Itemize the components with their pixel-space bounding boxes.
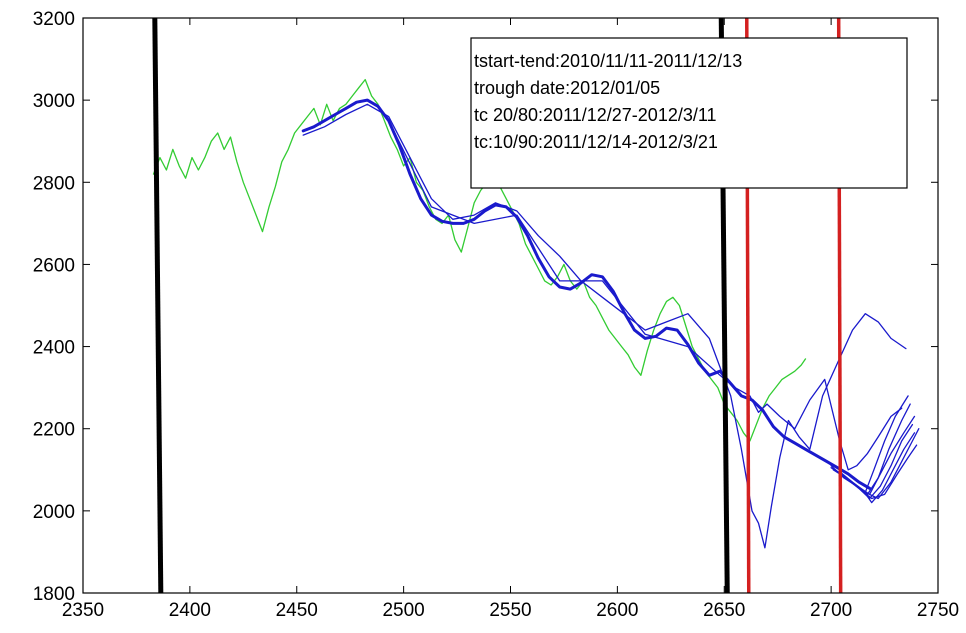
x-tick-label: 2400 xyxy=(169,600,211,621)
x-tick-label: 2500 xyxy=(382,600,424,621)
annotation-line-3: tc 20/80:2011/12/27-2012/3/11 xyxy=(474,105,717,125)
x-tick-label: 2750 xyxy=(917,600,959,621)
y-tick-label: 2800 xyxy=(33,173,75,194)
y-tick-label: 2000 xyxy=(33,502,75,523)
x-tick-label: 2600 xyxy=(596,600,638,621)
annotation-box: tstart-tend:2010/11/11-2011/12/13 trough… xyxy=(470,37,908,189)
series-line-1 xyxy=(152,78,807,442)
series-layer xyxy=(152,78,920,549)
annotation-line-1: tstart-tend:2010/11/11-2011/12/13 xyxy=(474,51,742,71)
series-line-5 xyxy=(830,403,911,496)
y-tick-label: 1800 xyxy=(33,584,75,605)
y-tick-label: 2600 xyxy=(33,255,75,276)
series-line-2 xyxy=(301,98,872,490)
vertical-marker-1 xyxy=(152,17,164,594)
x-tick-label: 2350 xyxy=(62,600,104,621)
x-tick-label: 2450 xyxy=(276,600,318,621)
y-tick-label: 2200 xyxy=(33,420,75,441)
x-tick-label: 2550 xyxy=(489,600,531,621)
series-line-11 xyxy=(832,415,916,496)
series-line-3 xyxy=(302,103,907,549)
y-tick-label: 3200 xyxy=(33,9,75,30)
annotation-line-2: trough date:2012/01/05 xyxy=(474,78,660,98)
y-tick-label: 3000 xyxy=(33,91,75,112)
annotation-line-4: tc:10/90:2011/12/14-2012/3/21 xyxy=(474,132,718,152)
x-tick-label: 2700 xyxy=(810,600,852,621)
tick-layer: 2350 2400 2450 2500 2550 2600 2650 2700 2750 1800… xyxy=(33,9,959,621)
y-tick-label: 2400 xyxy=(33,338,75,359)
series-line-4 xyxy=(388,120,903,471)
annotation-rect xyxy=(470,37,908,189)
x-tick-label: 2650 xyxy=(703,600,745,621)
